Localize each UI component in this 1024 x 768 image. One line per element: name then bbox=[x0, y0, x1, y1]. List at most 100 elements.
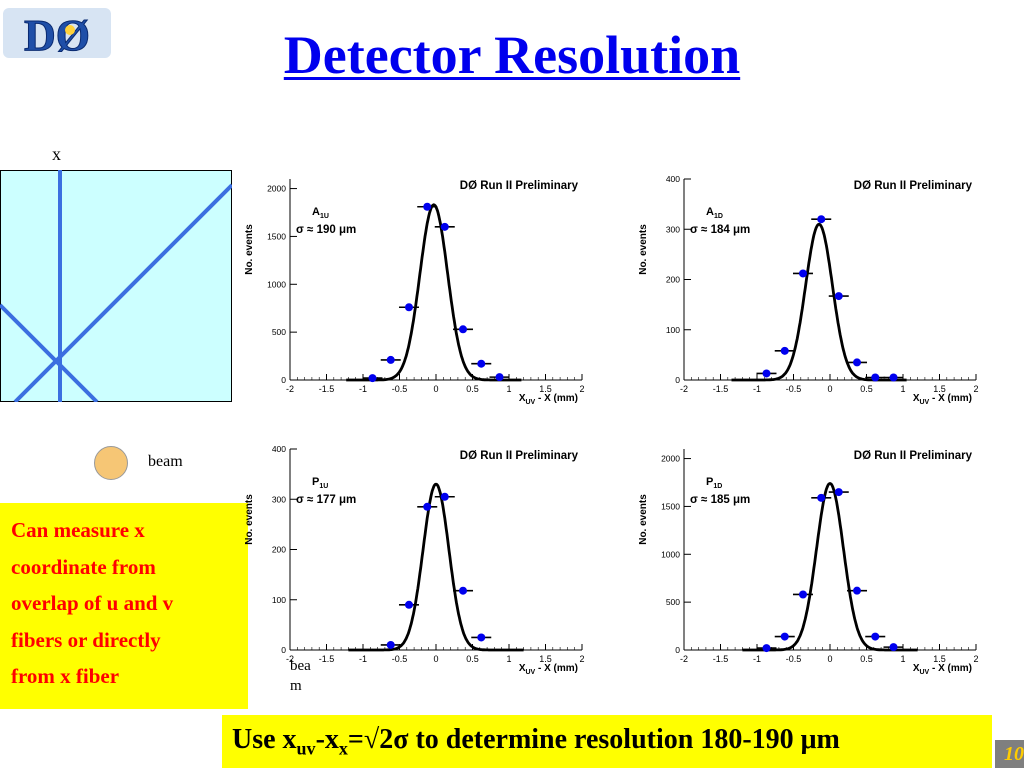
x-tick-label: 0.5 bbox=[466, 384, 479, 394]
x-tick-label: 2 bbox=[579, 384, 584, 394]
data-point bbox=[477, 633, 486, 642]
x-tick-label: -2 bbox=[286, 654, 294, 664]
y-tick-label: 2000 bbox=[661, 454, 680, 464]
y-tick-label: 100 bbox=[666, 325, 680, 335]
x-tick-label: 1.5 bbox=[539, 654, 552, 664]
sigma-label: σ ≈ 177 μm bbox=[296, 494, 356, 506]
data-point bbox=[440, 492, 449, 501]
data-point bbox=[368, 374, 377, 383]
data-point bbox=[386, 355, 395, 364]
data-point bbox=[780, 632, 789, 641]
y-tick-label: 1000 bbox=[661, 549, 680, 559]
x-tick-label: 2 bbox=[973, 384, 978, 394]
x-axis-label: XUV - X (mm) bbox=[519, 663, 578, 676]
data-point bbox=[889, 643, 898, 652]
x-tick-label: -1 bbox=[753, 384, 761, 394]
y-axis-label: No. events bbox=[244, 494, 255, 545]
detector-label: P1U bbox=[312, 476, 328, 490]
data-point bbox=[834, 292, 843, 301]
x-tick-label: 0.5 bbox=[466, 654, 479, 664]
plot-title: DØ Run II Preliminary bbox=[460, 450, 579, 462]
y-tick-label: 1500 bbox=[267, 231, 286, 241]
x-tick-label: 0 bbox=[827, 384, 832, 394]
note-line: coordinate from bbox=[11, 554, 156, 579]
x-tick-label: 2 bbox=[973, 654, 978, 664]
sigma-label: σ ≈ 190 μm bbox=[296, 224, 356, 236]
v-fiber bbox=[0, 303, 99, 402]
x-tick-label: 1.5 bbox=[539, 384, 552, 394]
y-tick-label: 0 bbox=[281, 375, 286, 385]
x-tick-label: 0 bbox=[433, 384, 438, 394]
plot-title: DØ Run II Preliminary bbox=[460, 180, 579, 192]
x-tick-label: -1 bbox=[359, 384, 367, 394]
data-point bbox=[798, 590, 807, 599]
y-tick-label: 0 bbox=[281, 645, 286, 655]
x-tick-label: -0.5 bbox=[392, 654, 408, 664]
slide-number: 10 bbox=[995, 740, 1024, 768]
beam-label: beam bbox=[148, 453, 183, 470]
x-tick-label: 0 bbox=[827, 654, 832, 664]
y-tick-label: 400 bbox=[272, 444, 286, 454]
x-axis-label: XUV - X (mm) bbox=[519, 393, 578, 406]
y-tick-label: 0 bbox=[675, 375, 680, 385]
x-tick-label: -1.5 bbox=[319, 654, 335, 664]
x-tick-label: 1.5 bbox=[933, 654, 946, 664]
page-title: Detector Resolution bbox=[283, 25, 741, 85]
data-point bbox=[762, 644, 771, 653]
fit-curve bbox=[348, 482, 524, 652]
data-point bbox=[762, 369, 771, 378]
data-point bbox=[459, 586, 468, 595]
x-tick-label: -2 bbox=[680, 654, 688, 664]
x-tick-label: 1 bbox=[900, 384, 905, 394]
y-tick-label: 100 bbox=[272, 595, 286, 605]
logo-star-icon bbox=[65, 25, 75, 35]
d0-logo: DØ bbox=[3, 8, 111, 61]
note-box bbox=[0, 503, 248, 709]
data-point bbox=[817, 215, 826, 224]
y-tick-label: 0 bbox=[675, 645, 680, 655]
data-point bbox=[440, 222, 449, 231]
fit-curve bbox=[742, 482, 918, 652]
x-tick-label: 1 bbox=[900, 654, 905, 664]
x-tick-label: -2 bbox=[286, 384, 294, 394]
data-point bbox=[798, 269, 807, 278]
detector-label: A1D bbox=[706, 206, 723, 220]
plot-a1d: -2 -1.5 -1 -0.5 0 0.5 1 1.5 2 0 100 200 300 400 No. ev… bbox=[638, 174, 979, 406]
plot-title: DØ Run II Preliminary bbox=[854, 450, 973, 462]
note-line: Can measure x bbox=[11, 518, 145, 542]
y-axis-label: No. events bbox=[638, 494, 649, 545]
x-tick-label: 2 bbox=[579, 654, 584, 664]
data-point bbox=[423, 202, 432, 211]
y-tick-label: 1500 bbox=[661, 501, 680, 511]
note-text: Can measure x coordinate from overlap of… bbox=[11, 512, 243, 695]
fit-curve bbox=[346, 203, 522, 382]
x-axis-label: XUV - X (mm) bbox=[913, 663, 972, 676]
data-point bbox=[871, 373, 880, 382]
detector-label: P1D bbox=[706, 476, 722, 490]
y-tick-label: 200 bbox=[272, 545, 286, 555]
bea-fragment: bea m bbox=[290, 658, 311, 694]
conclusion-text: Use xuv-xx=√2σ to determine resolution 1… bbox=[232, 724, 840, 759]
data-point bbox=[889, 373, 898, 382]
data-point bbox=[404, 303, 413, 312]
x-tick-label: -1.5 bbox=[319, 384, 335, 394]
x-tick-label: -1.5 bbox=[713, 654, 729, 664]
y-tick-label: 300 bbox=[666, 224, 680, 234]
y-axis-label: No. events bbox=[638, 224, 649, 275]
x-tick-label: 0 bbox=[433, 654, 438, 664]
x-axis-label: XUV - X (mm) bbox=[913, 393, 972, 406]
detector-label: A1U bbox=[312, 206, 329, 220]
y-tick-label: 200 bbox=[666, 275, 680, 285]
data-point bbox=[853, 358, 862, 367]
data-point bbox=[817, 493, 826, 502]
data-point bbox=[495, 373, 504, 382]
y-tick-label: 500 bbox=[272, 327, 286, 337]
data-point bbox=[853, 586, 862, 595]
u-fiber bbox=[13, 183, 232, 402]
plot-p1u: -2 -1.5 -1 -0.5 0 0.5 1 1.5 2 0 100 200 300 400 No. ev… bbox=[244, 444, 585, 676]
x-axis-label: x bbox=[52, 144, 61, 164]
y-tick-label: 400 bbox=[666, 174, 680, 184]
y-tick-label: 1000 bbox=[267, 279, 286, 289]
note-line: from x fiber bbox=[11, 664, 120, 688]
x-tick-label: -0.5 bbox=[392, 384, 408, 394]
